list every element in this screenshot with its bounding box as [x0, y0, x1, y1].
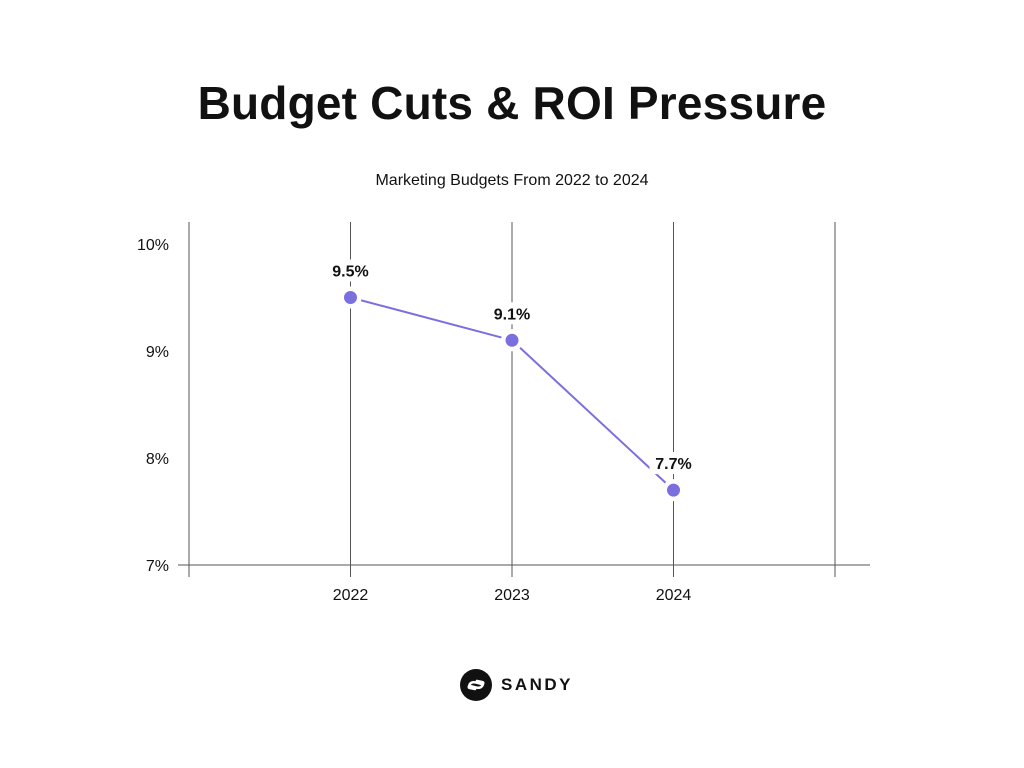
y-tick-label: 9% — [146, 344, 169, 361]
data-label-background — [488, 302, 536, 325]
data-point — [505, 333, 519, 347]
data-label: 9.5% — [332, 264, 368, 281]
brand-logo: SANDY — [460, 669, 573, 701]
y-tick-label: 8% — [146, 451, 169, 468]
data-point — [667, 483, 680, 497]
x-tick-label: 2024 — [656, 587, 692, 604]
page-title: Budget Cuts & ROI Pressure — [197, 77, 827, 129]
chart-subtitle: Marketing Budgets From 2022 to 2024 — [375, 172, 649, 189]
data-label: 9.1% — [494, 306, 530, 323]
label-layer: 9.5% 9.1% 7.7% — [326, 259, 698, 475]
data-label: 7.7% — [655, 456, 691, 473]
y-tick-label: 7% — [146, 558, 169, 575]
axis-layer: 7% 8% 9% 10% 2022 2023 2024 — [137, 237, 870, 604]
series-layer — [339, 286, 685, 502]
y-tick-label: 10% — [137, 237, 169, 254]
x-tick-label: 2022 — [333, 587, 369, 604]
data-label-background — [649, 452, 698, 475]
data-label-background — [326, 259, 375, 282]
brand-name: SANDY — [501, 675, 574, 694]
data-point — [344, 291, 357, 304]
sandy-logo-icon — [460, 669, 492, 701]
grid-layer — [188, 222, 836, 577]
x-tick-label: 2023 — [494, 587, 530, 604]
